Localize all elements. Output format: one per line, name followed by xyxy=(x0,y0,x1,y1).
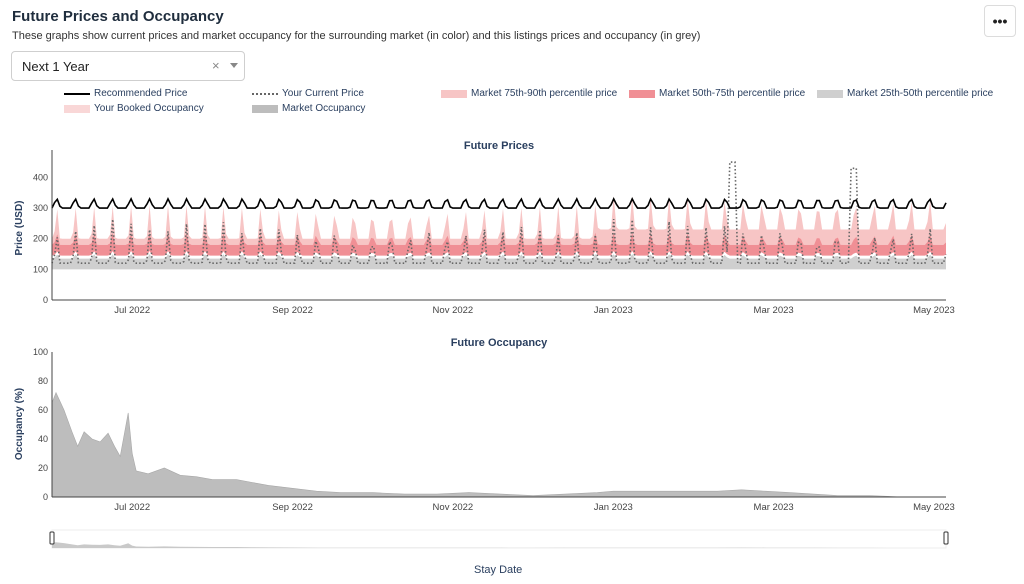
prices-x-tick-label: Sep 2022 xyxy=(272,305,313,316)
legend-market-25-50[interactable]: Market 25th-50th percentile price xyxy=(817,88,993,99)
legend-label: Your Booked Occupancy xyxy=(94,103,204,114)
your-current-price-line xyxy=(51,161,947,265)
legend-market-50-75[interactable]: Market 50th-75th percentile price xyxy=(629,88,805,99)
market-occupancy-area xyxy=(51,391,946,498)
page-subtitle: These graphs show current prices and mar… xyxy=(12,30,701,42)
occupancy-y-axis-title: Occupancy (%) xyxy=(14,388,25,460)
legend-market-75-90[interactable]: Market 75th-90th percentile price xyxy=(441,88,617,99)
occupancy-x-tick-label: Jan 2023 xyxy=(594,502,633,513)
x-axis-title: Stay Date xyxy=(474,564,523,576)
prices-y-tick-label: 300 xyxy=(33,203,48,213)
legend-label: Market 75th-90th percentile price xyxy=(471,88,618,99)
prices-y-tick-label: 0 xyxy=(43,295,48,305)
legend-label: Market Occupancy xyxy=(282,103,366,114)
occupancy-x-tick-label: Sep 2022 xyxy=(272,502,313,513)
legend-band-icon xyxy=(817,89,843,98)
chevron-down-icon[interactable] xyxy=(230,63,238,68)
legend-dotted-line-icon xyxy=(252,92,278,95)
occupancy-y-tick-label: 0 xyxy=(43,492,48,502)
band-75-90 xyxy=(52,195,946,245)
occupancy-x-tick-label: Nov 2022 xyxy=(433,502,474,513)
prices-chart-title: Future Prices xyxy=(464,140,534,152)
prices-y-tick-label: 400 xyxy=(33,172,48,182)
legend-market-occupancy[interactable]: Market Occupancy xyxy=(252,103,365,114)
legend-band-icon xyxy=(441,89,467,98)
page-title: Future Prices and Occupancy xyxy=(12,8,224,25)
prices-x-tick-label: May 2023 xyxy=(913,305,955,316)
occupancy-y-tick-label: 60 xyxy=(38,405,48,415)
range-slider-right-handle[interactable] xyxy=(943,531,949,545)
prices-y-tick-label: 200 xyxy=(33,234,48,244)
prices-x-tick-label: Nov 2022 xyxy=(433,305,474,316)
recommended-price-line xyxy=(51,197,947,209)
legend-label: Market 25th-50th percentile price xyxy=(847,88,994,99)
band-25-50 xyxy=(52,254,946,270)
occupancy-chart-title: Future Occupancy xyxy=(451,337,548,349)
legend-line-icon xyxy=(64,92,90,95)
legend-band-icon xyxy=(629,89,655,98)
occupancy-x-tick-label: Mar 2023 xyxy=(754,502,794,513)
legend-recommended-price[interactable]: Recommended Price xyxy=(64,88,187,99)
legend-band-icon xyxy=(252,104,278,113)
occupancy-y-tick-label: 40 xyxy=(38,434,48,444)
prices-y-tick-label: 100 xyxy=(33,264,48,274)
more-options-button[interactable]: ••• xyxy=(984,5,1016,37)
occupancy-x-tick-label: Jul 2022 xyxy=(114,502,150,513)
prices-y-axis-title: Price (USD) xyxy=(14,200,25,255)
legend-your-current-price[interactable]: Your Current Price xyxy=(252,88,364,99)
legend-label: Recommended Price xyxy=(94,88,188,99)
legend-label: Market 50th-75th percentile price xyxy=(659,88,806,99)
range-slider-occupancy-preview xyxy=(52,542,946,548)
occupancy-y-tick-label: 80 xyxy=(38,376,48,386)
range-slider-track xyxy=(51,529,947,549)
prices-x-tick-label: Mar 2023 xyxy=(754,305,794,316)
time-range-value: Next 1 Year xyxy=(22,59,90,74)
occupancy-y-tick-label: 100 xyxy=(33,347,48,357)
occupancy-x-tick-label: May 2023 xyxy=(913,502,955,513)
time-range-select[interactable]: Next 1 Year × xyxy=(11,51,245,81)
prices-x-tick-label: Jan 2023 xyxy=(594,305,633,316)
clear-icon[interactable]: × xyxy=(212,58,220,73)
legend-your-booked-occupancy[interactable]: Your Booked Occupancy xyxy=(64,103,204,114)
prices-x-tick-label: Jul 2022 xyxy=(114,305,150,316)
legend-band-icon xyxy=(64,104,90,113)
range-slider-left-handle[interactable] xyxy=(49,531,55,545)
occupancy-y-tick-label: 20 xyxy=(38,463,48,473)
legend-label: Your Current Price xyxy=(282,88,364,99)
